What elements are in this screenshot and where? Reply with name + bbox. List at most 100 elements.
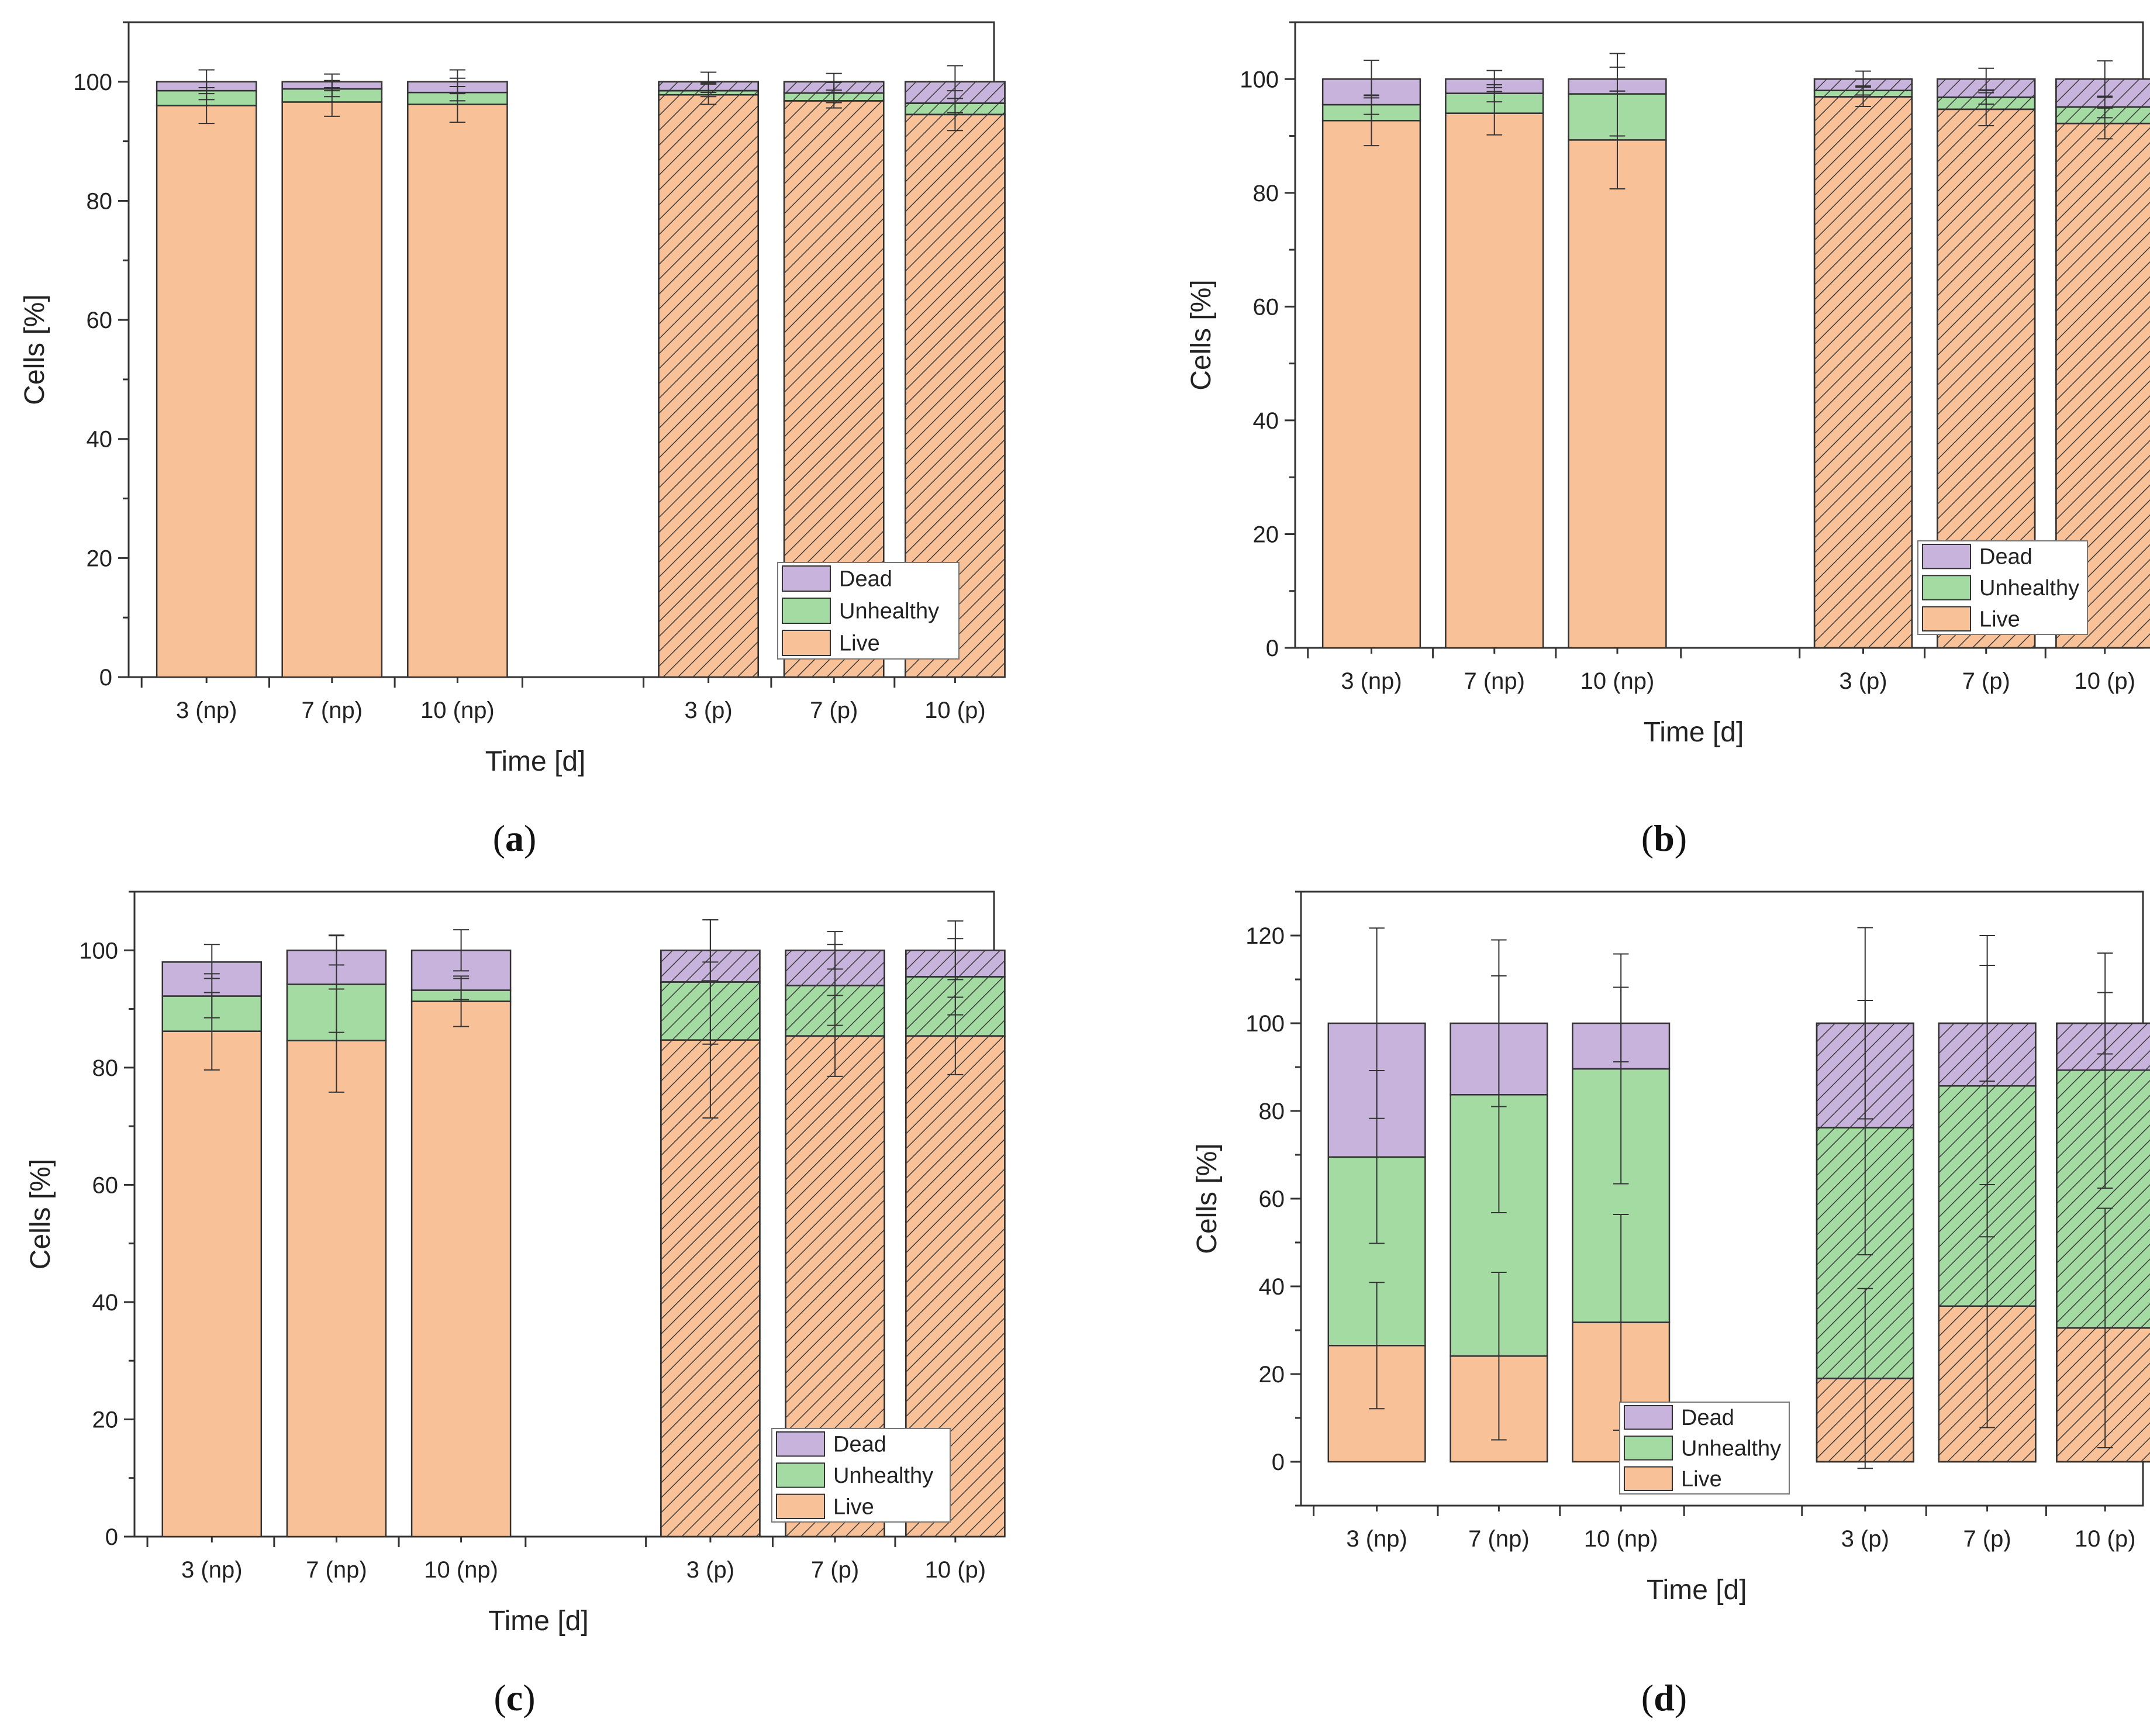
panel-caption-b: (b) bbox=[1641, 817, 1687, 859]
y-tick-label: 120 bbox=[1245, 923, 1285, 949]
x-tick-label: 3 (p) bbox=[1841, 1526, 1889, 1552]
x-axis-title: Time [d] bbox=[485, 746, 586, 777]
x-tick-label: 10 (p) bbox=[2075, 668, 2136, 694]
y-tick-label: 20 bbox=[1253, 522, 1279, 547]
x-tick-label: 10 (np) bbox=[424, 1557, 498, 1583]
x-tick-label: 7 (p) bbox=[810, 698, 858, 723]
y-axis-title: Cells [%] bbox=[1192, 1143, 1223, 1254]
legend-label-unhealthy: Unhealthy bbox=[1681, 1437, 1781, 1461]
bar-unhealthy-hatch bbox=[2055, 106, 2150, 125]
legend-label-unhealthy: Unhealthy bbox=[839, 599, 939, 624]
legend-swatch-unhealthy bbox=[1624, 1435, 1673, 1461]
legend-swatch-live bbox=[776, 1493, 825, 1520]
x-tick-label: 3 (p) bbox=[686, 1557, 734, 1583]
panel-caption-c: (c) bbox=[494, 1677, 535, 1718]
y-tick-label: 40 bbox=[1253, 408, 1279, 434]
x-tick-label: 3 (np) bbox=[1346, 1526, 1407, 1552]
x-tick-label: 3 (np) bbox=[1341, 668, 1402, 694]
y-tick-label: 60 bbox=[1259, 1186, 1285, 1212]
y-tick-label: 0 bbox=[1266, 636, 1279, 661]
x-tick-label: 3 (np) bbox=[181, 1557, 243, 1583]
x-tick-label: 10 (np) bbox=[420, 698, 495, 723]
legend-swatch-dead bbox=[782, 565, 831, 592]
bar-dead-hatch bbox=[2055, 78, 2150, 108]
y-tick-label: 100 bbox=[1245, 1011, 1285, 1037]
x-axis-title: Time [d] bbox=[1647, 1575, 1747, 1606]
bar-live bbox=[1568, 139, 1667, 649]
y-tick-label: 20 bbox=[92, 1407, 119, 1433]
bar-live bbox=[281, 101, 383, 678]
legend-swatch-live bbox=[782, 630, 831, 656]
bar-live-hatch bbox=[660, 1039, 761, 1538]
bar-unhealthy-hatch bbox=[2056, 1069, 2150, 1329]
legend-swatch-unhealthy bbox=[782, 598, 831, 624]
bar-live-hatch bbox=[1813, 96, 1913, 649]
y-tick-label: 60 bbox=[1253, 294, 1279, 320]
y-tick-label: 20 bbox=[1259, 1362, 1285, 1388]
y-tick-label: 0 bbox=[105, 1524, 118, 1550]
bar-live bbox=[156, 105, 257, 678]
bar-live bbox=[286, 1040, 387, 1538]
x-axis-title: Time [d] bbox=[1644, 717, 1744, 748]
x-tick-label: 7 (np) bbox=[1464, 668, 1526, 694]
panel-b: 0 20 40 60 80 100 Cells [%] 3 (np) 7 (np) 10 (np)… bbox=[1186, 21, 2150, 748]
panel-c: 0 20 40 60 80 100 Cells [%] 3 (np) 7 (np) 10 (np)… bbox=[25, 891, 1006, 1637]
y-tick-label: 100 bbox=[1240, 67, 1279, 92]
x-tick-label: 3 (p) bbox=[684, 698, 732, 723]
y-tick-label: 100 bbox=[73, 70, 112, 95]
x-tick-label: 10 (np) bbox=[1584, 1526, 1658, 1552]
y-tick-label: 60 bbox=[87, 308, 113, 333]
bar-dead-hatch bbox=[2056, 1022, 2150, 1071]
legend-label-live: Live bbox=[1979, 607, 2020, 631]
legend-label-live: Live bbox=[1681, 1467, 1722, 1492]
x-tick-label: 10 (np) bbox=[1580, 668, 1655, 694]
y-tick-label: 0 bbox=[1272, 1449, 1285, 1475]
x-tick-label: 7 (np) bbox=[306, 1557, 367, 1583]
x-tick-label: 10 (p) bbox=[925, 1557, 986, 1583]
y-tick-label: 80 bbox=[1253, 181, 1279, 206]
legend-swatch-dead bbox=[1624, 1405, 1673, 1430]
bar-live bbox=[1445, 112, 1544, 649]
bar-live bbox=[410, 1000, 512, 1538]
y-axis-title: Cells [%] bbox=[25, 1159, 56, 1269]
x-tick-label: 7 (np) bbox=[302, 698, 363, 723]
y-axis-title: Cells [%] bbox=[1186, 279, 1217, 390]
y-tick-label: 20 bbox=[87, 546, 113, 571]
bar-live-hatch bbox=[658, 94, 759, 678]
legend-swatch-unhealthy bbox=[776, 1462, 825, 1488]
x-tick-label: 10 (p) bbox=[924, 698, 986, 723]
y-tick-label: 100 bbox=[79, 938, 118, 964]
y-tick-label: 0 bbox=[99, 665, 112, 691]
legend-swatch-dead bbox=[776, 1431, 825, 1457]
legend-label-dead: Dead bbox=[1979, 545, 2032, 570]
legend-swatch-dead bbox=[1922, 544, 1971, 570]
x-tick-label: 7 (np) bbox=[1468, 1526, 1530, 1552]
x-tick-label: 7 (p) bbox=[811, 1557, 859, 1583]
panel-d: 0 20 40 60 80 100 120 Cells [%] 3 (np) 7 (np) 10 (… bbox=[1192, 891, 2150, 1606]
y-tick-label: 80 bbox=[92, 1055, 119, 1081]
y-tick-label: 40 bbox=[1259, 1274, 1285, 1300]
legend-label-live: Live bbox=[833, 1495, 874, 1519]
panel-caption-d: (d) bbox=[1641, 1677, 1687, 1718]
x-tick-label: 7 (p) bbox=[1962, 668, 2010, 694]
x-axis-title: Time [d] bbox=[488, 1606, 589, 1637]
bar-live bbox=[1321, 120, 1421, 649]
x-tick-label: 7 (p) bbox=[1963, 1526, 2011, 1552]
legend-swatch-live bbox=[1922, 606, 1971, 631]
legend-label-unhealthy: Unhealthy bbox=[833, 1464, 933, 1488]
legend-label-dead: Dead bbox=[839, 567, 892, 592]
y-axis-title: Cells [%] bbox=[19, 294, 50, 405]
bar-live bbox=[161, 1030, 263, 1538]
y-tick-label: 60 bbox=[92, 1172, 119, 1198]
legend-label-dead: Dead bbox=[833, 1433, 886, 1457]
x-tick-label: 3 (p) bbox=[1839, 668, 1887, 694]
y-tick-label: 40 bbox=[87, 427, 113, 453]
legend-label-unhealthy: Unhealthy bbox=[1979, 576, 2079, 600]
x-tick-label: 10 (p) bbox=[2075, 1526, 2136, 1552]
panel-caption-a: (a) bbox=[493, 817, 537, 859]
x-tick-label: 3 (np) bbox=[176, 698, 237, 723]
bar-live bbox=[407, 103, 508, 678]
legend-label-live: Live bbox=[839, 631, 880, 656]
legend-label-dead: Dead bbox=[1681, 1406, 1734, 1430]
